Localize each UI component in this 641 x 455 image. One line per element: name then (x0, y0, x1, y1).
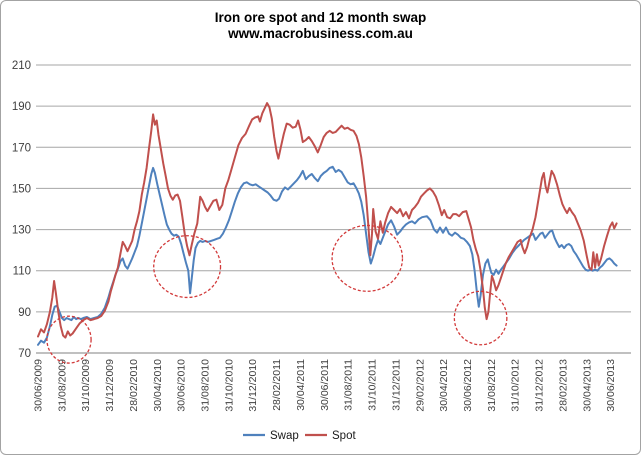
x-tick-label: 31/08/2010 (200, 359, 212, 412)
x-tick-label: 31/10/2009 (80, 359, 92, 412)
x-tick-label: 30/06/2009 (33, 359, 45, 412)
x-tick-label: 31/10/2012 (510, 359, 522, 412)
x-tick-label: 30/04/2011 (295, 359, 307, 411)
y-tick-label: 130 (12, 225, 31, 237)
spot-series-line (37, 102, 618, 339)
x-tick-label: 31/12/2011 (390, 359, 402, 411)
y-tick-label: 90 (18, 307, 31, 319)
trough-annotation-circle (46, 315, 92, 364)
x-tick-label: 31/12/2009 (104, 359, 116, 412)
y-tick-label: 170 (12, 142, 31, 154)
x-tick-label: 31/10/2010 (223, 359, 235, 412)
x-tick-label: 31/12/2012 (534, 359, 546, 412)
y-tick-label: 210 (12, 60, 31, 72)
x-tick-label: 31/10/2011 (367, 359, 379, 411)
legend-label-spot: Spot (332, 430, 356, 442)
swap-series-line (37, 165, 618, 346)
x-tick-label: 31/08/2011 (343, 359, 355, 411)
legend-label-swap: Swap (270, 430, 299, 442)
x-tick-label: 30/06/2010 (176, 359, 188, 412)
x-tick-label: 28/02/2013 (557, 359, 569, 412)
x-tick-label: 30/04/2010 (152, 359, 164, 412)
x-tick-label: 31/08/2009 (56, 359, 68, 412)
x-tick-label: 30/06/2012 (462, 359, 474, 412)
trough-annotation-circle (153, 235, 222, 299)
chart-subtitle: www.macrobusiness.com.au (228, 26, 413, 41)
x-tick-label: 30/06/2013 (605, 359, 617, 412)
y-tick-label: 70 (18, 348, 31, 360)
x-tick-label: 30/04/2013 (581, 359, 593, 412)
trough-annotation-circle (331, 224, 404, 292)
x-tick-label: 29/02/2012 (414, 359, 426, 412)
y-tick-label: 110 (13, 266, 31, 278)
y-tick-label: 150 (12, 183, 31, 195)
trough-annotation-circle (453, 290, 508, 346)
x-tick-label: 31/08/2012 (486, 359, 498, 412)
x-tick-label: 28/02/2011 (271, 359, 283, 411)
x-tick-label: 31/12/2010 (247, 359, 259, 412)
x-tick-label: 28/02/2010 (128, 359, 140, 412)
y-tick-label: 190 (12, 101, 31, 113)
x-tick-label: 30/06/2011 (319, 359, 331, 411)
x-tick-label: 30/04/2012 (438, 359, 450, 412)
chart-title: Iron ore spot and 12 month swap (214, 10, 427, 25)
